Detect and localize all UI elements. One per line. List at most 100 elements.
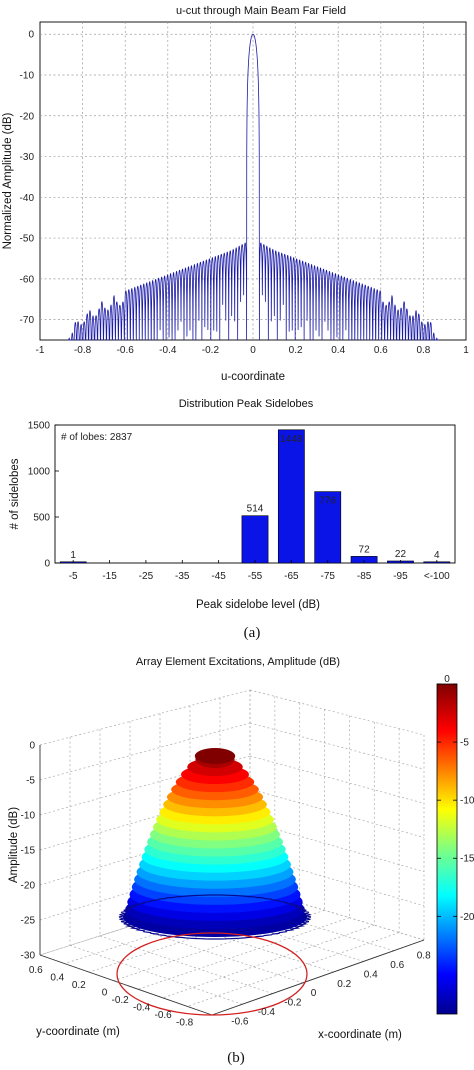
lobe-count-annotation: # of lobes: 2837 — [61, 432, 133, 443]
panel-label-b: (b) — [227, 1050, 245, 1066]
u-cut-x-tick-label: 0 — [250, 345, 256, 356]
surface-grid-right-wall — [249, 788, 425, 838]
surface-y-tick-label: -0.8 — [176, 1017, 194, 1028]
panel-label-a: (a) — [244, 625, 261, 641]
u-cut-y-tick-label: -60 — [20, 274, 35, 285]
sidelobe-x-tick-label: -95 — [393, 571, 408, 582]
u-cut-chart: u-cut through Main Beam Far Field -1 -0.8… — [2, 5, 469, 383]
surface-y-axis-line — [39, 954, 213, 1016]
u-cut-x-ticks: -1 -0.8 -0.6 -0.4 -0.2 0 0.2 0.4 0.6 0.8 1 — [36, 345, 470, 356]
surface-z-tick-label: -10 — [21, 811, 36, 822]
u-cut-pattern-line — [67, 33, 439, 341]
u-cut-y-tick-label: -20 — [20, 111, 35, 122]
u-cut-y-tick-label: 0 — [28, 30, 34, 41]
surface-grid-floor — [129, 925, 303, 984]
surface-y-ticks: 0.6 0.4 0.2 0 -0.2-0.4 -0.6-0.8 — [29, 965, 194, 1029]
u-cut-x-tick-label: 0.4 — [331, 345, 345, 356]
surface-z-tick-label: -30 — [21, 951, 36, 962]
surface-x-axis-line — [211, 939, 425, 1016]
u-cut-x-tick-label: 0.2 — [289, 345, 303, 356]
sidelobe-bar — [314, 491, 342, 564]
surface-x-tick-label: 0.2 — [337, 979, 351, 990]
surface-z-ticks: 0 -5 -10 -15 -20 -25 -30 — [21, 741, 36, 962]
sidelobe-x-tick-label: -35 — [175, 571, 190, 582]
u-cut-x-tick-label: 1 — [463, 345, 469, 356]
sidelobe-x-tick-label: -45 — [211, 571, 226, 582]
amplitude-surface — [118, 748, 312, 940]
sidelobe-x-tick-label: <-100 — [424, 571, 450, 582]
surface-z-axis-label: Amplitude (dB) — [8, 807, 20, 883]
surface-grid-floor — [189, 906, 364, 962]
surface-y-tick-label: -0.2 — [112, 995, 130, 1006]
u-cut-y-tick-label: -10 — [20, 71, 35, 82]
surface-z-tick-label: -20 — [21, 881, 36, 892]
surface-grid-floor — [249, 887, 425, 941]
sidelobe-x-tick-label: -75 — [321, 571, 336, 582]
surface-x-ticks: -0.6 -0.4 -0.2 0 0.2 0.4 0.6 0.8 — [231, 951, 431, 1028]
surface-base-fringe — [118, 894, 312, 940]
sidelobe-y-tick-label: 1500 — [28, 421, 51, 432]
sidelobe-bar-value-label: 514 — [247, 504, 264, 515]
u-cut-y-axis-label: Normalized Amplitude (dB) — [2, 112, 14, 249]
surface-z-tick-label: -15 — [21, 846, 36, 857]
surface-grid-right-wall — [249, 722, 425, 770]
sidelobe-bar-value-label: 4 — [434, 550, 440, 561]
sidelobe-bars: 1 514 1448 776 72 22 4 — [59, 429, 451, 564]
sidelobe-chart-title: Distribution Peak Sidelobes — [179, 398, 314, 410]
colorbar — [436, 683, 458, 1015]
surface-x-tick-label: 0.4 — [364, 969, 378, 980]
sidelobe-bar-value-label: 776 — [319, 496, 336, 507]
colorbar-tick-label: 0 — [444, 674, 450, 685]
surface-x-axis-label: x-coordinate (m) — [318, 1029, 402, 1041]
u-cut-y-tick-label: -50 — [20, 234, 35, 245]
surface-x-tick-label: 0.6 — [390, 960, 404, 971]
surface-y-tick-label: -0.4 — [133, 1002, 151, 1013]
colorbar-tick-label: -15 — [460, 854, 474, 865]
sidelobe-y-ticks: 0 500 1000 1500 — [28, 421, 59, 570]
surface-grid-right-wall — [249, 821, 425, 873]
sidelobe-x-axis-label: Peak sidelobe level (dB) — [196, 599, 320, 611]
sidelobe-x-tick-label: -25 — [139, 571, 154, 582]
surface-grid-left-wall — [39, 689, 251, 746]
u-cut-x-axis-label: u-coordinate — [221, 371, 285, 383]
surface-z-tick-label: -5 — [26, 776, 35, 787]
sidelobe-bar-value-label: 22 — [395, 549, 407, 560]
surface-y-tick-label: 0.4 — [50, 972, 64, 983]
u-cut-grid — [40, 22, 466, 340]
surface-chart-title: Array Element Excitations, Amplitude (dB… — [136, 656, 340, 668]
surface-grid-right-wall — [249, 854, 425, 907]
sidelobe-x-tick-label: -15 — [102, 571, 117, 582]
surface-grid-right-wall — [249, 689, 425, 736]
surface-grid-floor — [162, 924, 375, 999]
u-cut-x-tick-label: 0.8 — [416, 345, 430, 356]
colorbar-tick-label: -10 — [460, 796, 474, 807]
colorbar-tick-label: -20 — [460, 912, 474, 923]
surface-x-tick-label: -0.2 — [284, 998, 302, 1009]
u-cut-y-tick-label: -30 — [20, 152, 35, 163]
surface-y-tick-label: 0 — [102, 987, 108, 998]
sidelobe-y-axis-label: # of sidelobes — [9, 458, 21, 529]
surface-x-tick-label: 0.8 — [417, 951, 431, 962]
colorbar-tick-label: -5 — [460, 738, 469, 749]
u-cut-x-tick-label: 0.6 — [374, 345, 388, 356]
aperture-outline-circle — [116, 932, 308, 1016]
sidelobe-bar — [277, 429, 305, 564]
surface-y-tick-label: 0.2 — [72, 980, 86, 991]
surface-grid-left-wall — [39, 887, 251, 956]
surface-band — [194, 748, 236, 764]
sidelobe-y-tick-label: 0 — [44, 559, 50, 570]
surface-y-tick-label: 0.6 — [29, 965, 43, 976]
sidelobe-x-tick-label: -5 — [69, 571, 78, 582]
surface-grid-floor — [159, 916, 334, 973]
surface-grid-floor — [219, 897, 394, 952]
excitation-surface-chart: Array Element Excitations, Amplitude (dB… — [8, 656, 474, 1041]
u-cut-chart-title: u-cut through Main Beam Far Field — [176, 5, 346, 17]
surface-z-tick-label: -25 — [21, 916, 36, 927]
surface-z-tick-label: 0 — [29, 741, 35, 752]
u-cut-x-tick-label: -0.8 — [74, 345, 92, 356]
sidelobe-bar-value-label: 72 — [359, 544, 371, 555]
surface-grid-left-wall — [39, 722, 251, 781]
u-cut-y-ticks: 0 -10 -20 -30 -40 -50 -60 -70 — [20, 30, 35, 326]
sidelobe-bar — [241, 515, 269, 564]
u-cut-x-tick-label: -0.2 — [202, 345, 220, 356]
